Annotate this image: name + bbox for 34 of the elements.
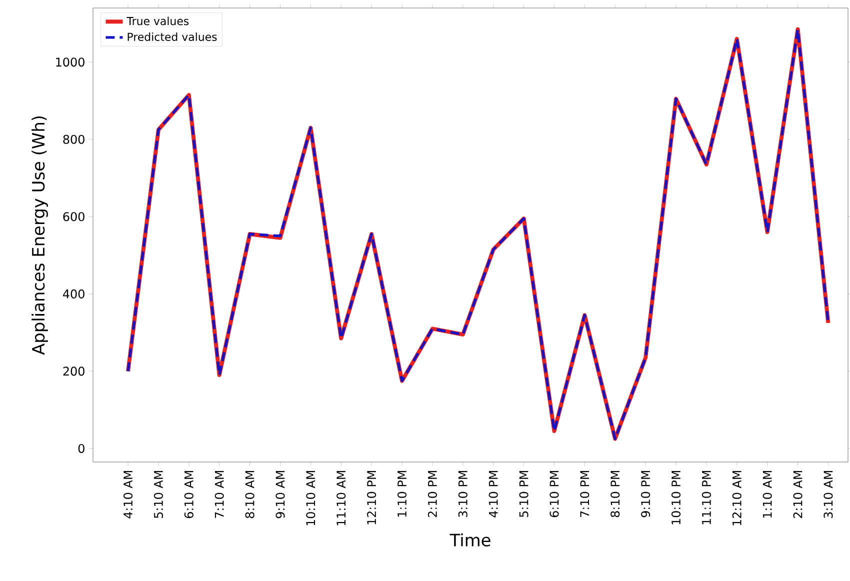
legend-label: Predicted values [128, 32, 217, 41]
x-tick-label: 8:10 PM [610, 470, 620, 518]
x-tick-label: 9:10 PM [641, 470, 650, 518]
x-tick-label: 7:10 PM [580, 470, 590, 517]
x-tick-label: 11:10 PM [702, 470, 711, 524]
y-tick-label: 200 [63, 366, 84, 376]
x-axis-title: Time [450, 533, 490, 546]
x-tick-label: 2:10 PM [428, 470, 437, 518]
y-tick-label: 400 [62, 289, 84, 298]
x-tick-label: 11:10 AM [336, 470, 346, 526]
x-tick-label: 4:10 AM [123, 470, 133, 518]
x-tick-label: 1:10 AM [762, 470, 772, 518]
x-tick-label: 5:10 AM [154, 470, 163, 518]
x-tick-label: 3:10 PM [458, 470, 468, 518]
x-tick-label: 10:10 PM [671, 470, 681, 524]
x-tick-label: 12:10 PM [367, 470, 376, 524]
legend-label: True values [126, 16, 189, 26]
x-tick-label: 7:10 AM [214, 470, 224, 518]
x-tick-label: 6:10 PM [550, 470, 559, 518]
x-tick-label: 1:10 PM [397, 470, 407, 517]
x-tick-label: 5:10 PM [519, 470, 528, 518]
y-axis-title: Appliances Energy Use (Wh) [32, 116, 48, 355]
x-tick-label: 12:10 AM [732, 470, 742, 526]
y-tick-label: 0 [78, 444, 84, 453]
x-tick-label: 8:10 AM [245, 470, 254, 518]
x-tick-label: 2:10 AM [793, 470, 802, 518]
x-tick-label: 6:10 AM [184, 470, 194, 518]
y-tick-label: 600 [63, 212, 84, 222]
x-tick-label: 4:10 PM [488, 470, 498, 518]
x-tick-label: 10:10 AM [306, 470, 316, 526]
x-tick-label: 9:10 AM [276, 470, 285, 518]
y-tick-label: 1000 [56, 58, 84, 67]
x-tick-label: 3:10 AM [824, 470, 833, 518]
y-tick-label: 800 [63, 134, 84, 144]
